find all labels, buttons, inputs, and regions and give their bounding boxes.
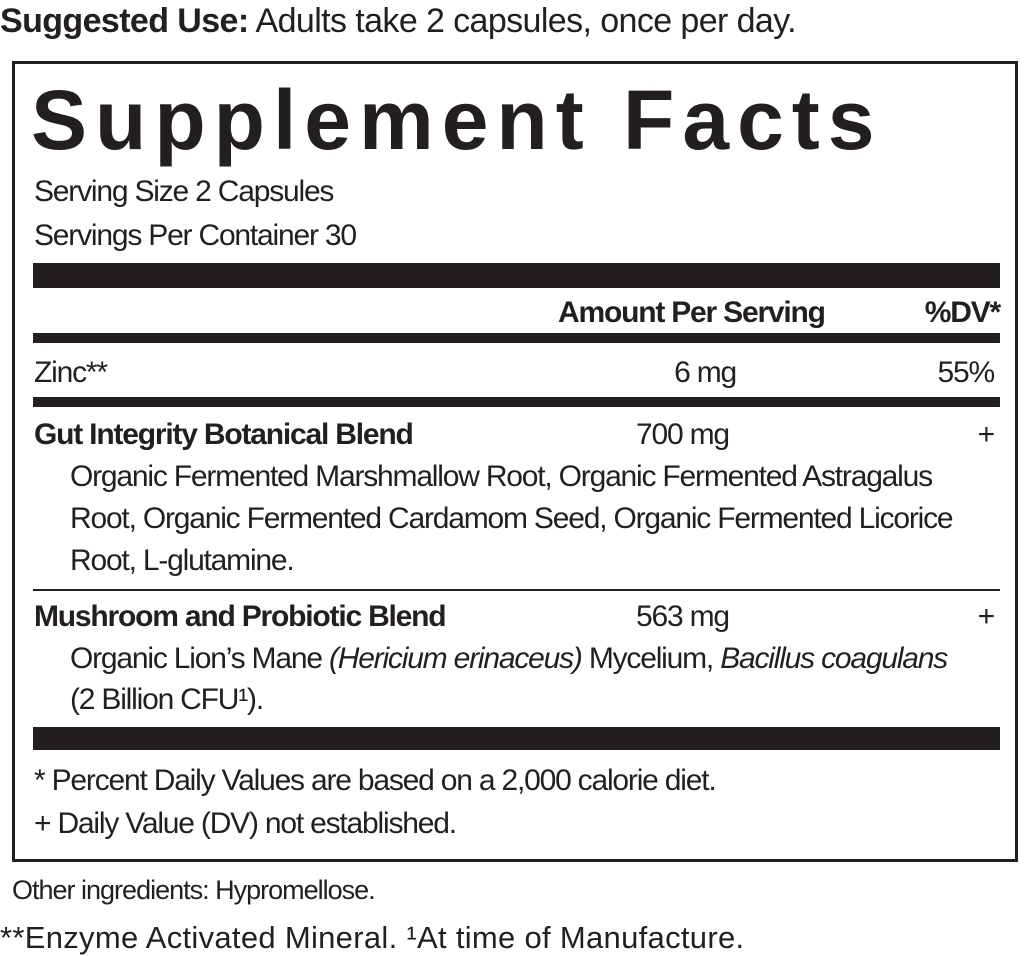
footnote: + Daily Value (DV) not established. xyxy=(34,807,457,840)
ingredient-text: Mycelium, xyxy=(581,642,721,675)
row-name: Mushroom and Probiotic Blend xyxy=(34,600,447,633)
ingredient-line: Organic Lion’s Mane (Hericium erinaceus)… xyxy=(70,642,948,675)
header-dv: %DV* xyxy=(924,296,1001,329)
row-amount: 6 mg xyxy=(674,356,737,389)
ingredient-latin: Bacillus coagulans xyxy=(720,642,948,675)
divider-thin xyxy=(33,589,1000,591)
other-ingredients: Other ingredients: Hypromellose. xyxy=(12,875,376,905)
divider-thick xyxy=(33,263,1000,288)
suggested-use-text: Adults take 2 capsules, once per day. xyxy=(248,2,797,40)
row-amount: 700 mg xyxy=(636,418,730,451)
page-title: Supplement Facts xyxy=(31,73,883,167)
row-dv: + xyxy=(977,600,996,633)
header-amount: Amount Per Serving xyxy=(558,296,826,329)
row-amount: 563 mg xyxy=(636,600,730,633)
ingredient-text: Organic Lion’s Mane xyxy=(70,642,329,675)
divider-medium xyxy=(33,397,1000,407)
ingredient-line: Root, L-glutamine. xyxy=(70,544,295,577)
footnote: * Percent Daily Values are based on a 2,… xyxy=(34,764,717,797)
ingredient-line: Root, Organic Fermented Cardamom Seed, O… xyxy=(70,502,954,535)
row-name: Gut Integrity Botanical Blend xyxy=(34,418,414,451)
divider-medium xyxy=(33,333,1000,343)
servings-per-container: Servings Per Container 30 xyxy=(34,219,357,252)
ingredient-latin: (Hericium erinaceus) xyxy=(328,642,583,675)
divider-thick xyxy=(33,727,1000,750)
suggested-use: Suggested Use: Adults take 2 capsules, o… xyxy=(0,2,797,40)
suggested-use-label: Suggested Use: xyxy=(0,2,249,40)
serving-size: Serving Size 2 Capsules xyxy=(34,175,334,208)
supplement-facts-panel xyxy=(12,61,1018,862)
ingredient-line: (2 Billion CFU¹). xyxy=(70,683,264,716)
row-dv: + xyxy=(977,418,996,451)
row-dv: 55% xyxy=(937,356,996,389)
row-name: Zinc** xyxy=(34,356,108,389)
bottom-note: **Enzyme Activated Mineral. ¹At time of … xyxy=(0,920,745,955)
ingredient-line: Organic Fermented Marshmallow Root, Orga… xyxy=(70,460,933,493)
